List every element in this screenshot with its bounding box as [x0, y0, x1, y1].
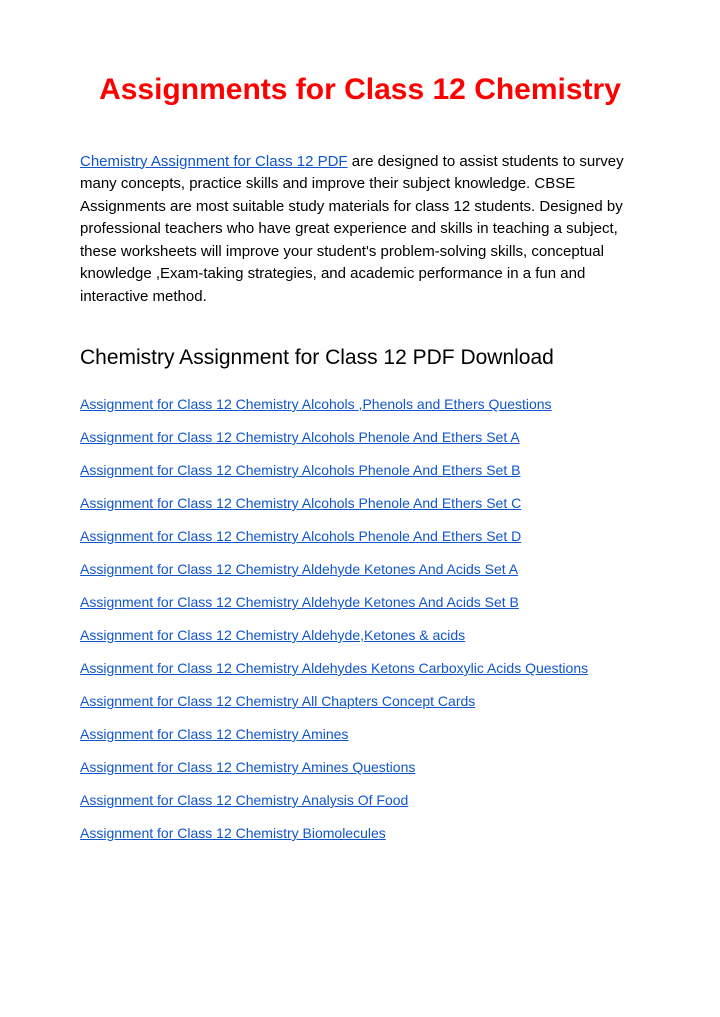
list-item: Assignment for Class 12 Chemistry Alcoho… — [80, 396, 640, 414]
assignment-link[interactable]: Assignment for Class 12 Chemistry Amines — [80, 726, 348, 742]
list-item: Assignment for Class 12 Chemistry Aldehy… — [80, 660, 640, 678]
list-item: Assignment for Class 12 Chemistry Alcoho… — [80, 495, 640, 513]
list-item: Assignment for Class 12 Chemistry Alcoho… — [80, 462, 640, 480]
list-item: Assignment for Class 12 Chemistry Amines — [80, 726, 640, 744]
list-item: Assignment for Class 12 Chemistry All Ch… — [80, 693, 640, 711]
list-item: Assignment for Class 12 Chemistry Aldehy… — [80, 627, 640, 645]
assignment-link[interactable]: Assignment for Class 12 Chemistry Alcoho… — [80, 462, 520, 478]
page-title: Assignments for Class 12 Chemistry — [80, 70, 640, 111]
assignment-link[interactable]: Assignment for Class 12 Chemistry All Ch… — [80, 693, 475, 709]
section-heading: Chemistry Assignment for Class 12 PDF Do… — [80, 346, 640, 370]
assignment-link[interactable]: Assignment for Class 12 Chemistry Aldehy… — [80, 561, 518, 577]
assignment-link[interactable]: Assignment for Class 12 Chemistry Alcoho… — [80, 528, 521, 544]
list-item: Assignment for Class 12 Chemistry Analys… — [80, 792, 640, 810]
assignment-link-list: Assignment for Class 12 Chemistry Alcoho… — [80, 396, 640, 843]
list-item: Assignment for Class 12 Chemistry Aldehy… — [80, 594, 640, 612]
list-item: Assignment for Class 12 Chemistry Alcoho… — [80, 528, 640, 546]
intro-link[interactable]: Chemistry Assignment for Class 12 PDF — [80, 153, 348, 170]
assignment-link[interactable]: Assignment for Class 12 Chemistry Alcoho… — [80, 429, 520, 445]
intro-paragraph: Chemistry Assignment for Class 12 PDF ar… — [80, 151, 640, 309]
assignment-link[interactable]: Assignment for Class 12 Chemistry Aldehy… — [80, 660, 588, 676]
assignment-link[interactable]: Assignment for Class 12 Chemistry Amines… — [80, 759, 415, 775]
assignment-link[interactable]: Assignment for Class 12 Chemistry Alcoho… — [80, 396, 552, 412]
assignment-link[interactable]: Assignment for Class 12 Chemistry Analys… — [80, 792, 408, 808]
assignment-link[interactable]: Assignment for Class 12 Chemistry Biomol… — [80, 825, 386, 841]
intro-body-text: are designed to assist students to surve… — [80, 153, 624, 305]
assignment-link[interactable]: Assignment for Class 12 Chemistry Alcoho… — [80, 495, 521, 511]
list-item: Assignment for Class 12 Chemistry Aldehy… — [80, 561, 640, 579]
list-item: Assignment for Class 12 Chemistry Amines… — [80, 759, 640, 777]
assignment-link[interactable]: Assignment for Class 12 Chemistry Aldehy… — [80, 627, 465, 643]
list-item: Assignment for Class 12 Chemistry Alcoho… — [80, 429, 640, 447]
list-item: Assignment for Class 12 Chemistry Biomol… — [80, 825, 640, 843]
assignment-link[interactable]: Assignment for Class 12 Chemistry Aldehy… — [80, 594, 519, 610]
